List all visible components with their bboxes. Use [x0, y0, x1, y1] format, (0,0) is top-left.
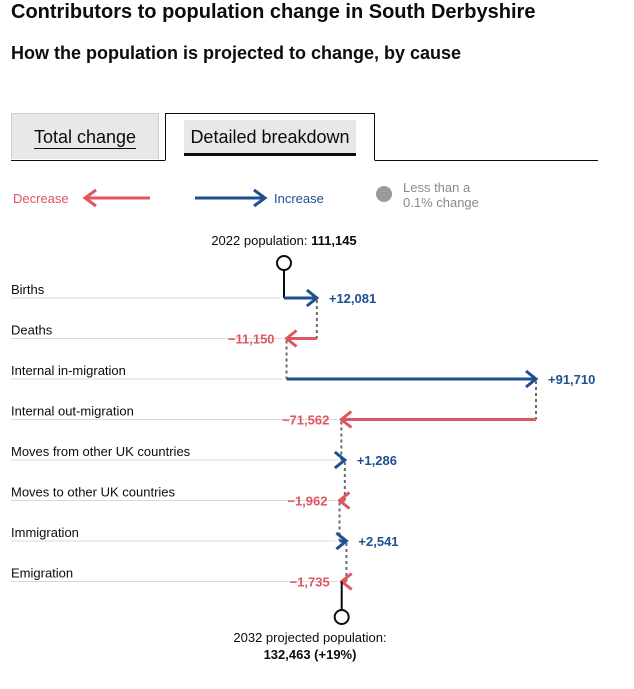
bar-arrowhead-4	[338, 410, 353, 429]
category-label-7: Immigration	[11, 525, 79, 540]
view-tabs: Total change Detailed breakdown	[11, 113, 598, 161]
legend-decrease-arrow-head	[82, 188, 97, 208]
chart-title: Contributors to population change in Sou…	[11, 1, 536, 23]
bar-arrowhead-3	[525, 369, 539, 389]
value-label-7: +2,541	[358, 534, 398, 549]
category-label-3: Internal in-migration	[11, 363, 126, 378]
bar-arrowhead-2	[284, 329, 298, 348]
bar-arrowhead-5	[333, 450, 348, 470]
tab-total-change[interactable]: Total change	[11, 113, 159, 159]
start-population-value: 111,145	[311, 233, 357, 248]
value-label-5: +1,286	[357, 453, 397, 468]
start-marker	[276, 255, 292, 271]
bar-arrowhead-6	[337, 491, 351, 510]
category-label-2: Deaths	[11, 323, 53, 338]
start-population-text: 2022 population:	[211, 233, 311, 248]
tab-total-change-label: Total change	[33, 127, 137, 149]
end-population-label: 2032 projected population:	[233, 630, 386, 645]
tab-detailed-breakdown[interactable]: Detailed breakdown	[165, 113, 375, 161]
value-label-6: −1,962	[287, 494, 327, 509]
category-label-1: Births	[11, 282, 45, 297]
chart-subtitle: How the population is projected to chang…	[11, 43, 462, 63]
bar-arrowhead-7	[335, 531, 349, 551]
start-population-label: 2022 population: 111,145	[211, 233, 356, 248]
category-label-8: Emigration	[11, 566, 73, 581]
legend-small-change-dot	[376, 186, 392, 202]
legend-increase-arrow-head	[253, 188, 268, 208]
end-population-value: 132,463 (+19%)	[264, 647, 357, 662]
category-label-6: Moves to other UK countries	[11, 485, 176, 500]
category-label-4: Internal out-migration	[11, 404, 134, 419]
bar-arrowhead-1	[305, 288, 320, 308]
legend-small-change-label-1: Less than a	[403, 180, 471, 195]
tab-detailed-breakdown-label: Detailed breakdown	[184, 120, 356, 156]
legend-small-change-label-2: 0.1% change	[403, 195, 479, 210]
end-marker	[333, 609, 350, 625]
legend-decrease-label: Decrease	[13, 191, 69, 206]
category-label-5: Moves from other UK countries	[11, 444, 191, 459]
value-label-2: −11,150	[228, 332, 275, 347]
legend-increase-label: Increase	[274, 191, 324, 206]
value-label-1: +12,081	[329, 291, 376, 306]
value-label-3: +91,710	[548, 372, 595, 387]
value-label-4: −71,562	[282, 413, 329, 428]
value-label-8: −1,735	[290, 575, 330, 590]
